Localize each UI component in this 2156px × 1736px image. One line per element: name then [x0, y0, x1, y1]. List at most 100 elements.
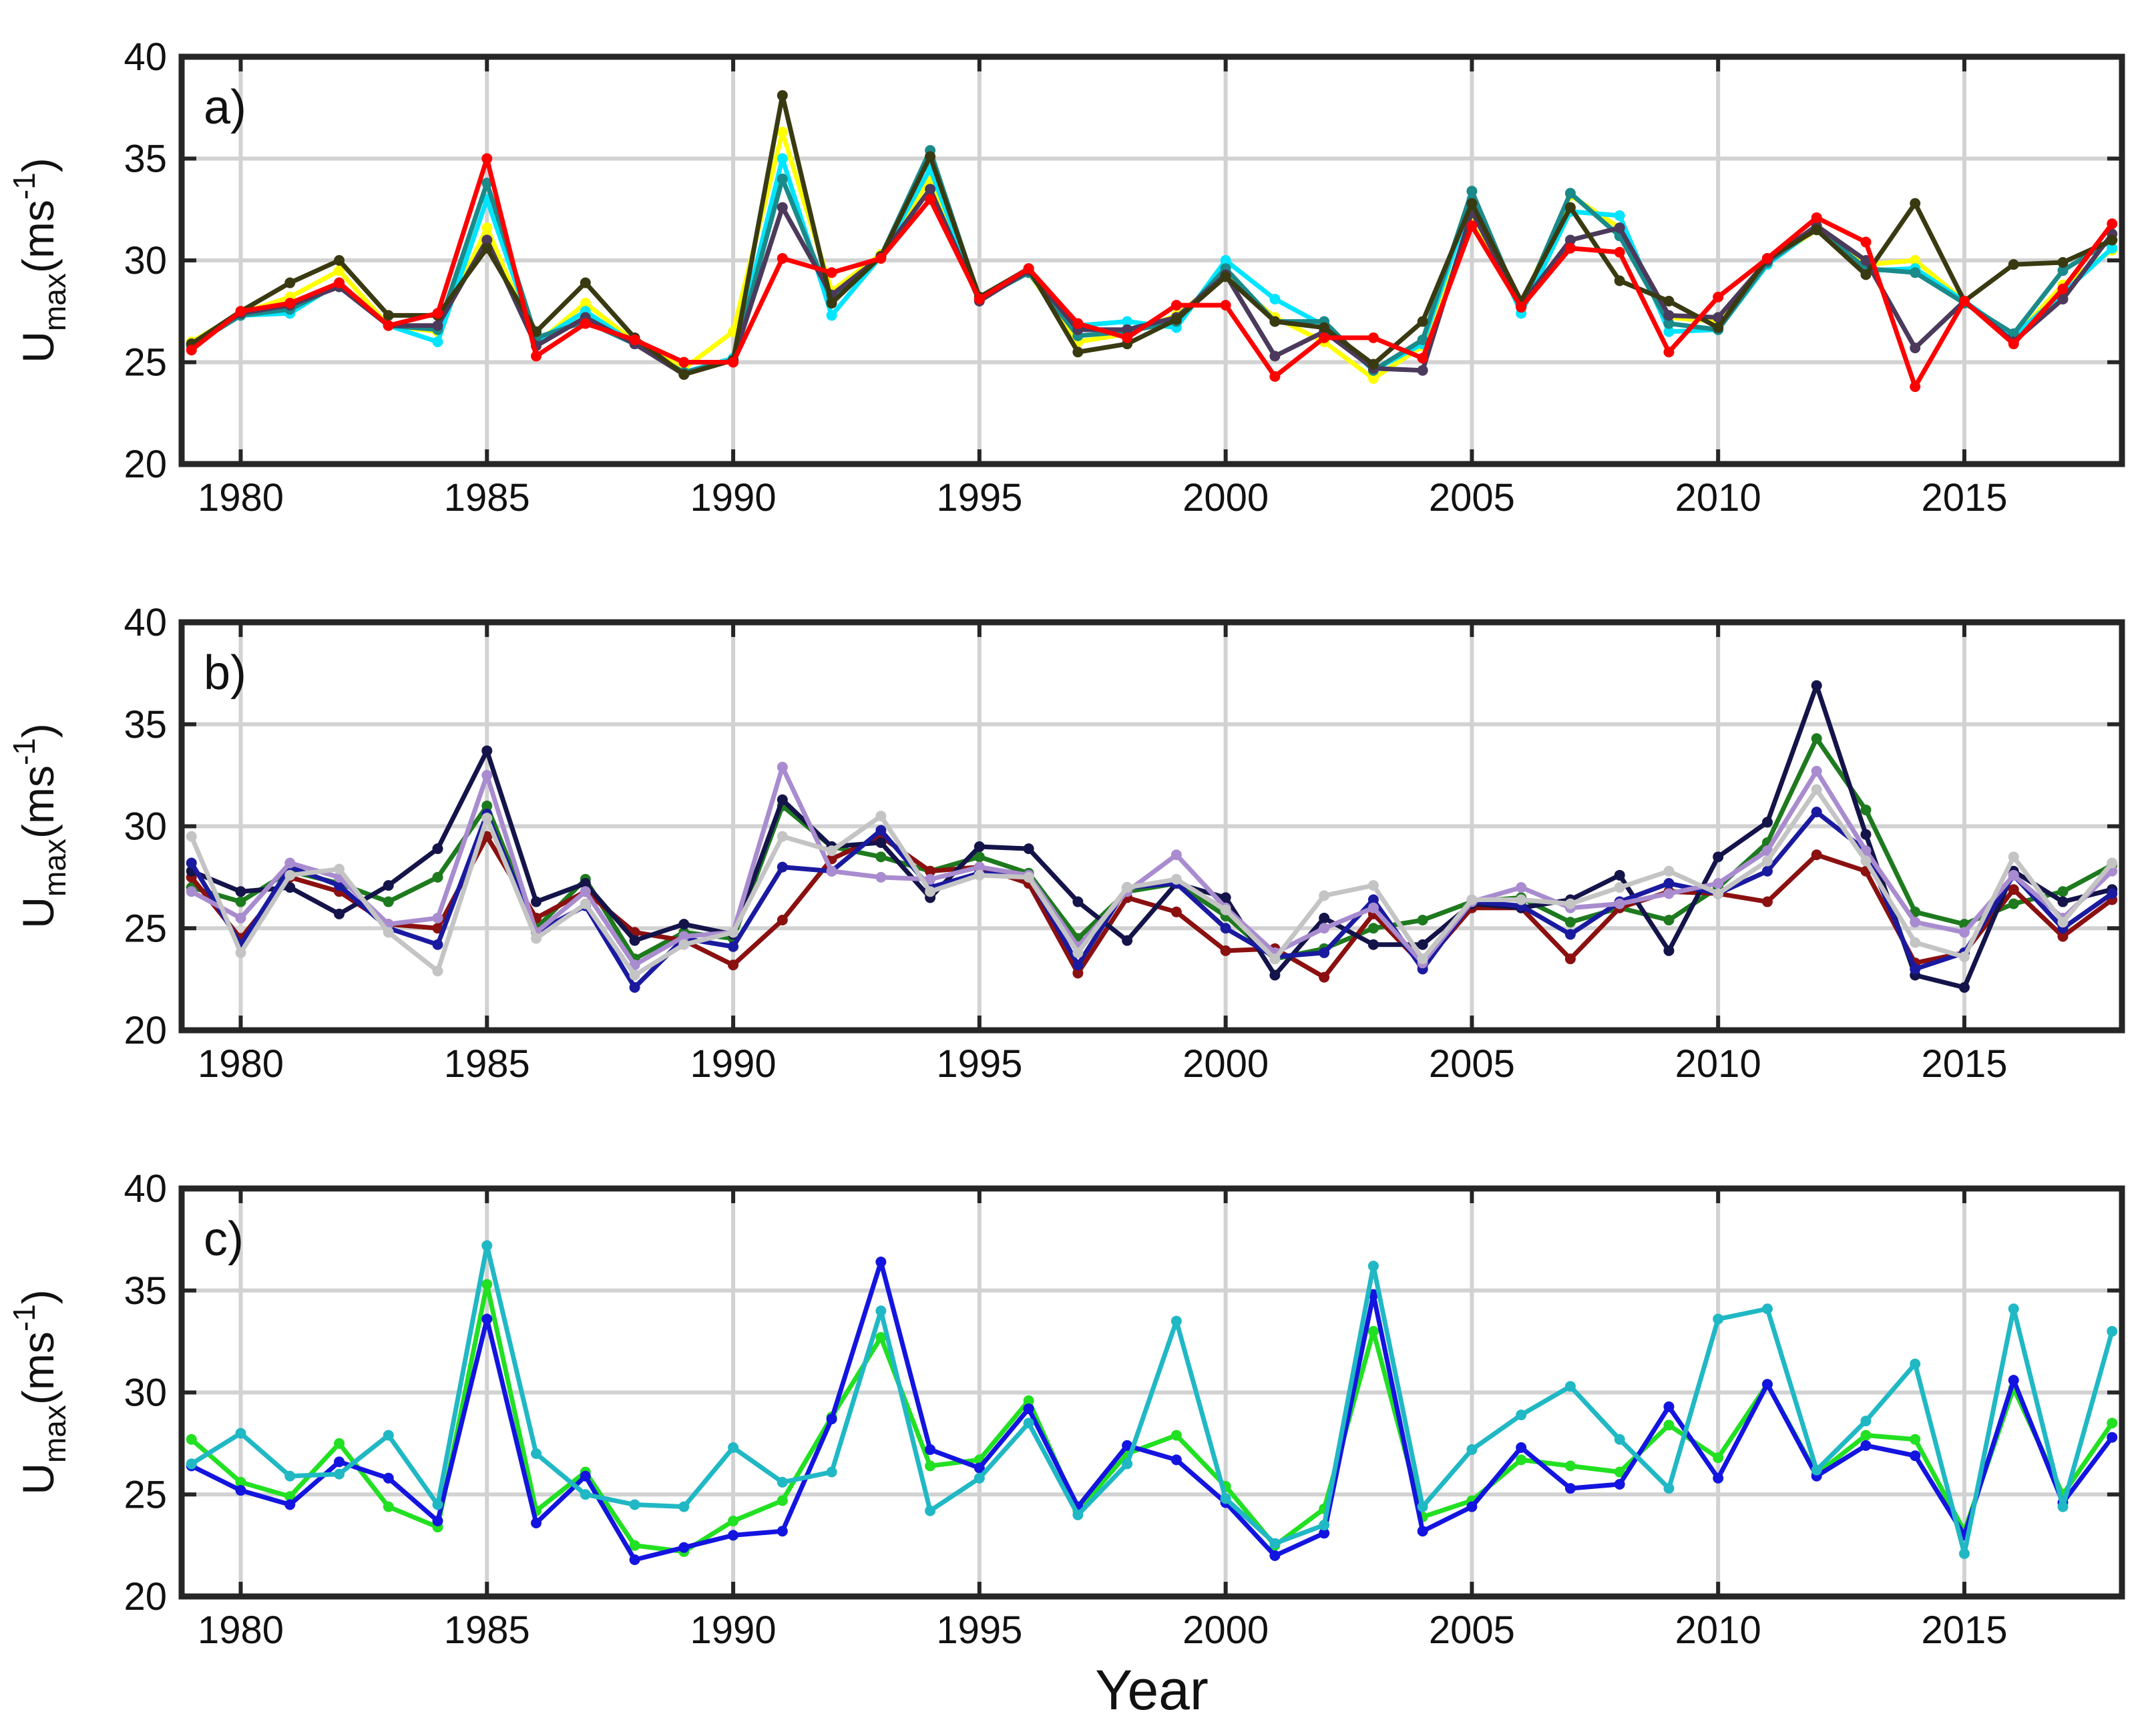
data-point	[284, 1470, 296, 1482]
data-point	[284, 869, 296, 881]
plot-layer: 1980 1985 1990 1995 2000 2005 2010 2015 20 25 30 35…	[124, 35, 2125, 519]
data-point	[1220, 892, 1231, 903]
data-point	[1761, 855, 1773, 867]
plot-layer: 1980 1985 1990 1995 2000 2005 2010 2015 20 25 30 35…	[124, 601, 2125, 1086]
data-point	[1761, 865, 1773, 877]
data-point	[777, 1476, 788, 1488]
data-point	[875, 837, 887, 848]
ylabel-main: U	[13, 331, 63, 363]
data-point	[1072, 947, 1084, 958]
data-point	[235, 1485, 246, 1496]
x-tick-label: 1995	[936, 1608, 1022, 1652]
data-point	[1367, 1261, 1379, 1272]
plot-layer: 1980 1985 1990 1995 2000 2005 2010 2015 20 25 30 35…	[124, 1167, 2125, 1652]
data-point	[284, 1491, 296, 1502]
series-line	[190, 1243, 2115, 1556]
data-point	[1564, 1483, 1576, 1494]
data-point	[777, 831, 788, 842]
data-point	[629, 334, 640, 345]
data-point	[383, 1430, 394, 1441]
data-point	[1713, 851, 1724, 863]
data-point	[2057, 896, 2069, 907]
data-point	[1122, 324, 1133, 335]
data-point	[2008, 851, 2019, 863]
data-point	[678, 369, 690, 380]
data-point	[1319, 890, 1330, 901]
data-point	[1564, 917, 1576, 928]
data-point	[531, 351, 542, 362]
data-point	[728, 1515, 739, 1526]
data-point	[1564, 1381, 1576, 1392]
y-tick-label: 40	[124, 601, 167, 644]
data-point	[1319, 322, 1330, 333]
data-point	[875, 851, 887, 863]
data-point	[1910, 937, 1921, 948]
data-point	[1860, 1430, 1872, 1441]
data-point	[1466, 186, 1478, 197]
data-point	[383, 310, 394, 321]
data-point	[629, 1554, 640, 1566]
data-point	[383, 320, 394, 331]
x-tick-label: 2000	[1182, 1608, 1269, 1652]
data-point	[580, 298, 591, 309]
data-point	[925, 865, 936, 877]
data-point	[1663, 296, 1675, 306]
data-point	[481, 800, 493, 811]
data-point	[1811, 807, 1822, 818]
ylabel-main: U	[13, 1463, 63, 1495]
x-tick-label: 1985	[444, 1042, 530, 1086]
data-point	[1761, 896, 1773, 907]
data-point	[1516, 1442, 1527, 1453]
data-point	[1367, 880, 1379, 891]
data-point	[1614, 1466, 1625, 1478]
data-point	[777, 126, 788, 138]
data-point	[728, 959, 739, 971]
data-point	[777, 794, 788, 805]
data-point	[2008, 869, 2019, 881]
series-line	[190, 93, 2113, 377]
data-point	[1614, 882, 1625, 893]
data-point	[1466, 220, 1478, 232]
data-point	[1367, 359, 1379, 370]
data-point	[1860, 255, 1872, 266]
data-point	[1811, 849, 1822, 861]
data-point	[826, 310, 837, 321]
data-point	[481, 1279, 493, 1290]
data-point	[1170, 1430, 1182, 1441]
data-point	[1860, 1440, 1872, 1451]
data-point	[777, 1526, 788, 1537]
data-point	[1269, 316, 1281, 327]
data-point	[1367, 902, 1379, 913]
data-point	[432, 965, 443, 977]
series-6	[186, 153, 2118, 393]
data-point	[1417, 953, 1428, 965]
ylabel-close: )	[13, 158, 63, 172]
data-point	[284, 277, 296, 288]
data-point	[1564, 898, 1576, 909]
data-point	[629, 1540, 640, 1551]
y-tick-label: 30	[124, 805, 167, 849]
data-point	[777, 1495, 788, 1506]
data-point	[1910, 1434, 1921, 1445]
data-point	[1466, 894, 1478, 905]
data-point	[1663, 888, 1675, 899]
data-point	[1663, 318, 1675, 329]
data-point	[1466, 1501, 1478, 1512]
data-point	[1860, 236, 1872, 248]
data-point	[481, 745, 493, 756]
data-point	[1170, 314, 1182, 325]
data-point	[678, 939, 690, 950]
data-point	[1417, 365, 1428, 376]
data-point	[1663, 915, 1675, 926]
data-point	[1023, 1395, 1034, 1406]
data-point	[432, 320, 443, 331]
data-point	[1466, 198, 1478, 209]
data-point	[1319, 971, 1330, 983]
ylabel-main: U	[13, 897, 63, 929]
data-point	[1122, 882, 1133, 893]
data-point	[2057, 1501, 2069, 1512]
data-point	[1910, 963, 1921, 975]
data-point	[1220, 300, 1231, 311]
x-tick-label: 2000	[1182, 1042, 1269, 1086]
data-point	[678, 931, 690, 942]
